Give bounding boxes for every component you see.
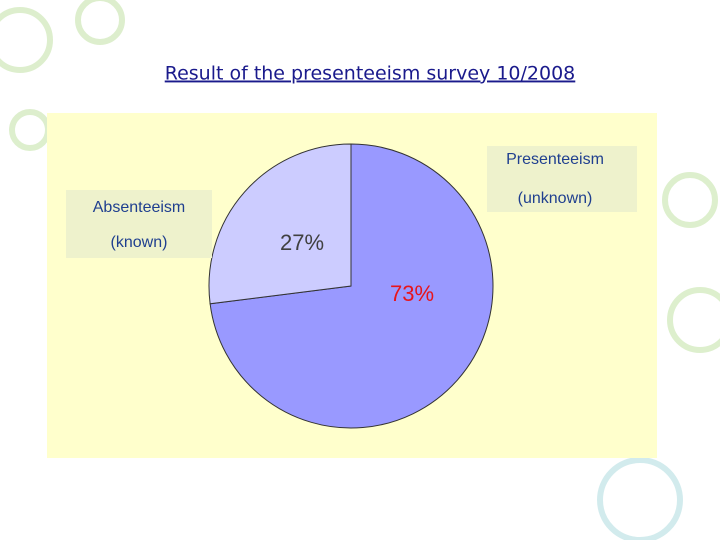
- legend-box: [66, 190, 212, 258]
- data-label: 73%: [390, 281, 434, 306]
- category-label: (known): [111, 234, 168, 251]
- pie-slice: [208, 143, 352, 305]
- pie-slice: [209, 143, 494, 429]
- category-label: Absenteeism: [93, 199, 186, 216]
- category-label: Presenteeism: [506, 151, 604, 168]
- chart-title: Result of the presenteeism survey 10/200…: [165, 63, 576, 85]
- data-label: 27%: [280, 230, 324, 255]
- category-label: (unknown): [518, 190, 593, 207]
- legend-box: [487, 146, 637, 212]
